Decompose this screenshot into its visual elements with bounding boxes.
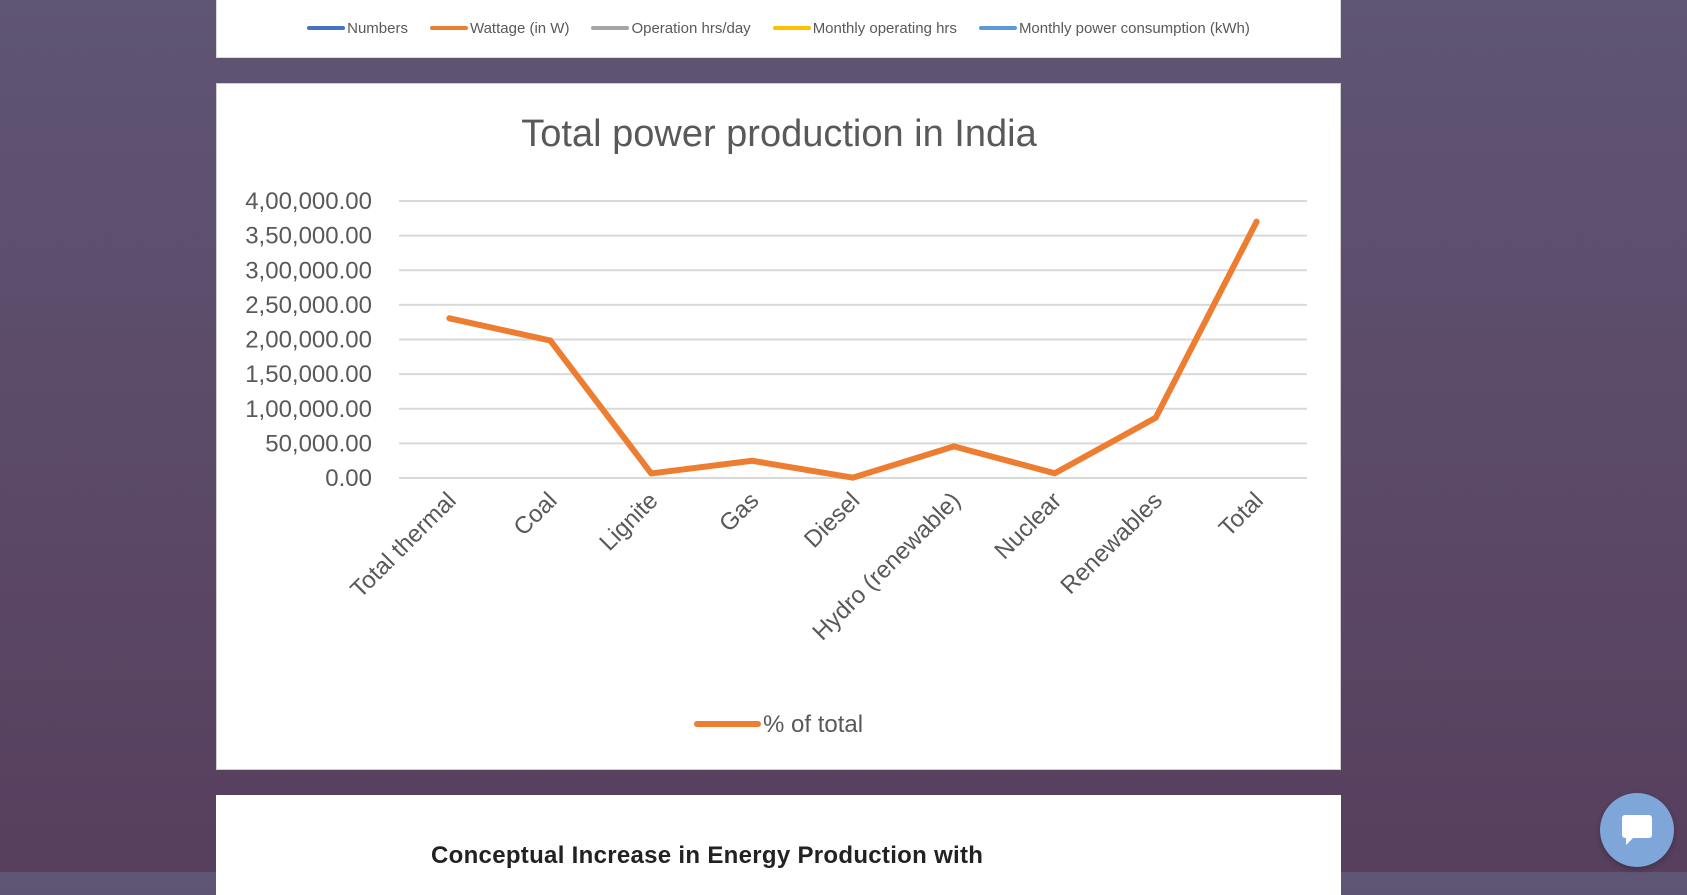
top-chart-card: Numbers Wattage (in W) Operation hrs/day Mo…	[216, 0, 1341, 58]
data-point	[1051, 470, 1058, 477]
data-point	[1253, 218, 1260, 225]
y-tick-label: 3,50,000.00	[245, 223, 372, 250]
y-tick-label: 50,000.00	[265, 430, 372, 457]
chat-button[interactable]	[1600, 793, 1674, 867]
top-legend-swatch	[307, 26, 346, 30]
top-legend-swatch	[772, 26, 811, 30]
data-point	[547, 337, 554, 344]
top-legend-swatch	[591, 26, 630, 30]
chart-series	[446, 218, 1260, 481]
data-point	[446, 315, 453, 322]
y-tick-label: 2,50,000.00	[245, 292, 372, 319]
power-production-chart: Total power production in India 0.00 50,0…	[245, 113, 1307, 738]
chart-legend: % of total	[694, 711, 863, 738]
legend-label: % of total	[763, 711, 863, 738]
y-tick-label: 2,00,000.00	[245, 327, 372, 354]
y-tick-label: 0.00	[325, 465, 372, 492]
data-point	[749, 457, 756, 464]
top-legend-swatch	[429, 26, 468, 30]
top-legend-swatch	[978, 26, 1017, 30]
top-legend-item: Monthly operating hrs	[772, 19, 957, 37]
x-tick-label: Renewables	[1055, 487, 1167, 599]
top-chart-legend: Numbers Wattage (in W) Operation hrs/day Mo…	[217, 18, 1340, 38]
top-legend-label: Wattage (in W)	[469, 19, 570, 37]
x-tick-label: Total	[1214, 487, 1269, 542]
data-point	[950, 443, 957, 450]
top-legend-label: Operation hrs/day	[631, 19, 751, 37]
main-chart-card: Total power production in India 0.00 50,0…	[216, 83, 1341, 770]
x-tick-label: Lignite	[594, 487, 663, 556]
data-point	[648, 470, 655, 477]
series-line	[446, 218, 1260, 481]
y-tick-label: 3,00,000.00	[245, 257, 372, 284]
y-tick-label: 1,50,000.00	[245, 361, 372, 388]
y-tick-label: 4,00,000.00	[245, 188, 372, 215]
top-legend-item: Wattage (in W)	[429, 19, 570, 37]
x-tick-label: Coal	[509, 487, 563, 541]
y-tick-label: 1,00,000.00	[245, 396, 372, 423]
chart-title: Total power production in India	[521, 113, 1037, 155]
data-point	[850, 474, 856, 481]
top-legend-item: Numbers	[307, 20, 408, 37]
top-legend-item: Monthly power consumption (kWh)	[978, 19, 1250, 37]
x-tick-label: Diesel	[799, 487, 865, 553]
chat-bubble-icon	[1622, 815, 1652, 845]
top-legend-label: Monthly operating hrs	[812, 19, 957, 37]
data-point	[1152, 414, 1159, 421]
bottom-chart-heading: Conceptual Increase in Energy Production…	[431, 842, 984, 869]
top-legend-label: Monthly power consumption (kWh)	[1018, 19, 1250, 37]
x-tick-label: Gas	[714, 487, 764, 537]
top-legend-item: Operation hrs/day	[591, 19, 751, 37]
x-tick-label: Total thermal	[345, 487, 461, 603]
top-legend-label: Numbers	[347, 19, 408, 37]
bottom-chart-card: Conceptual Increase in Energy Production…	[216, 795, 1341, 895]
y-axis-ticks: 0.00 50,000.00 1,00,000.00 1,50,000.00 2,00,…	[245, 188, 372, 492]
x-tick-label: Nuclear	[989, 487, 1067, 565]
